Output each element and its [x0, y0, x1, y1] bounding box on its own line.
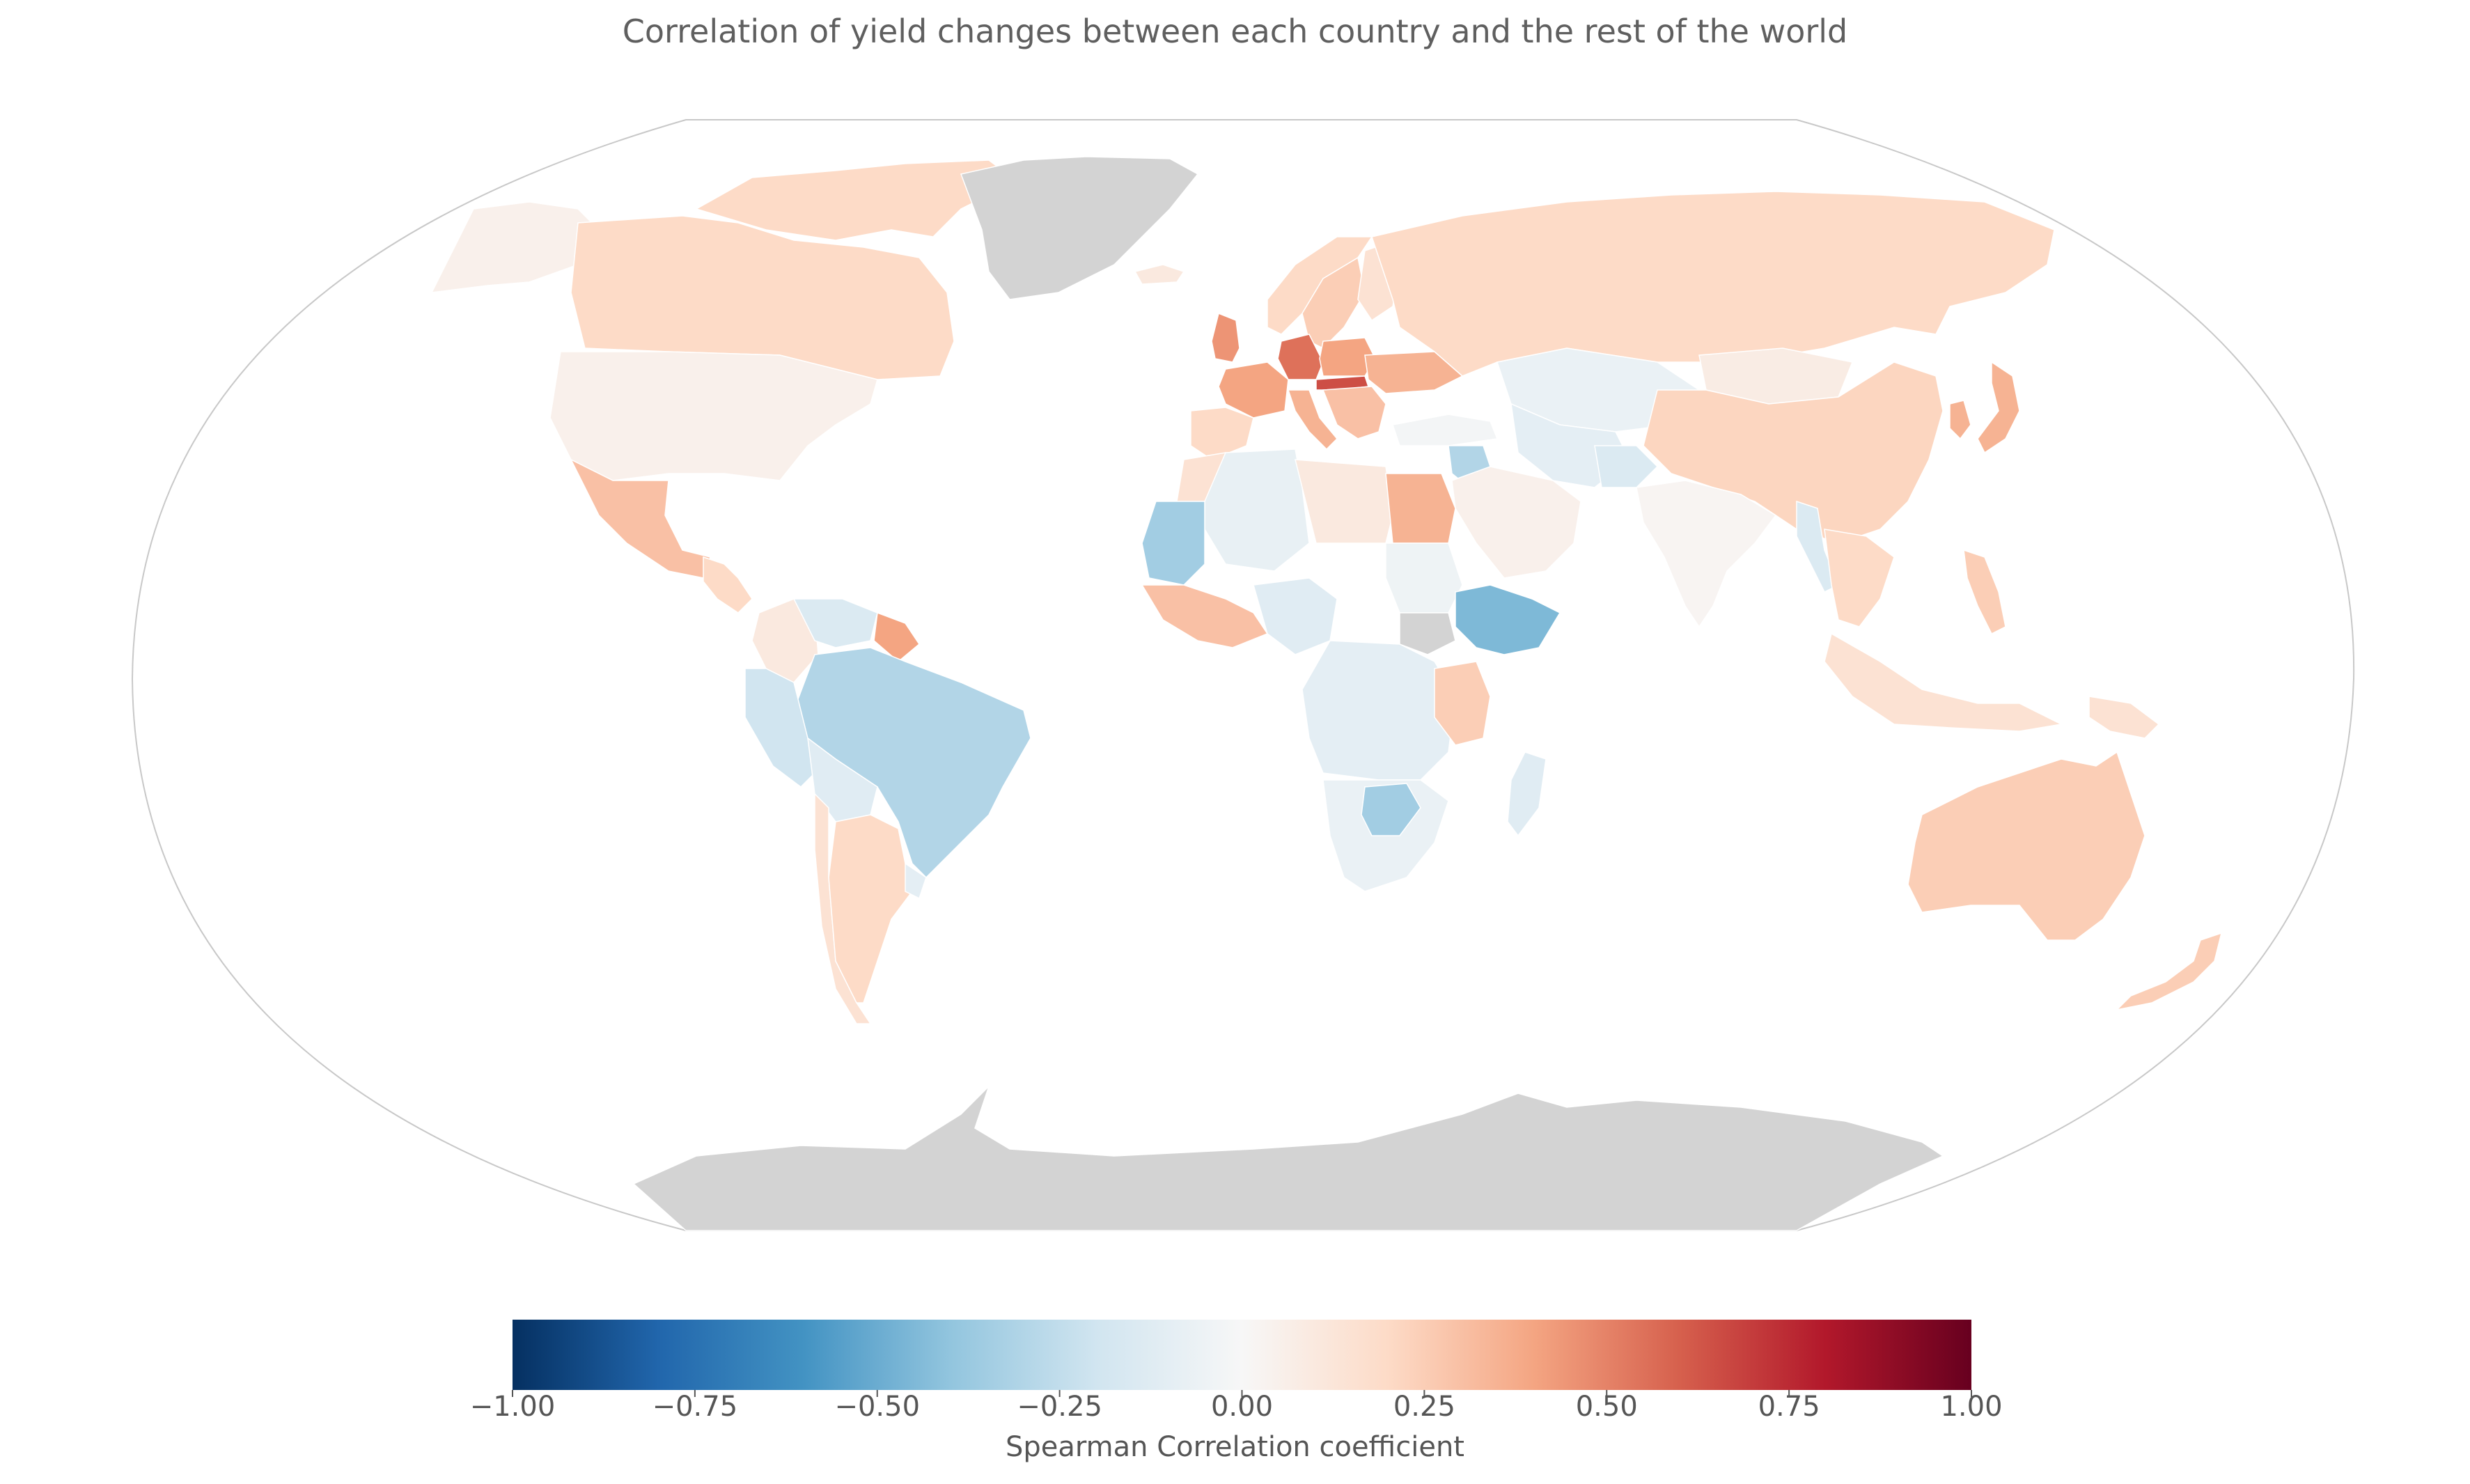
region-korea	[1949, 400, 1971, 440]
region-botswana-zimbabwe	[1361, 783, 1421, 836]
region-middle-east	[1451, 466, 1581, 579]
region-uruguay	[905, 862, 927, 900]
region-iceland	[1134, 264, 1185, 285]
map-title: Correlation of yield changes between eac…	[622, 13, 1848, 50]
region-united-states	[549, 351, 878, 481]
region-philippines	[1963, 549, 2006, 635]
region-madagascar	[1507, 751, 1547, 837]
region-central-america	[703, 556, 753, 614]
region-west-africa-coast	[1141, 584, 1269, 648]
region-nigeria	[1253, 577, 1338, 655]
region-new-zealand	[2115, 932, 2223, 1011]
region-australia	[1907, 751, 2145, 941]
region-tanzania	[1434, 661, 1491, 746]
region-algeria-sahara	[1204, 448, 1310, 572]
region-afghanistan	[1594, 445, 1659, 488]
region-turkey	[1392, 414, 1499, 446]
region-papua-new-guinea	[2088, 696, 2160, 739]
region-japan	[1977, 361, 2020, 454]
region-mexico	[570, 458, 711, 579]
region-guyana	[873, 611, 920, 662]
region-southeast-asia	[1824, 529, 1895, 627]
region-sudan	[1385, 542, 1463, 614]
region-russia	[1371, 191, 2055, 377]
region-argentina	[828, 814, 913, 1003]
region-central-africa	[1302, 640, 1456, 781]
region-china	[1643, 361, 1944, 544]
region-ethiopia	[1455, 584, 1561, 655]
region-united-kingdom	[1211, 312, 1240, 363]
region-italy	[1287, 389, 1338, 451]
region-mauritania-senegal	[1141, 501, 1205, 586]
region-chile	[814, 792, 872, 1024]
region-indonesia	[1824, 632, 2063, 732]
region-france	[1218, 361, 1289, 419]
region-balkans	[1322, 386, 1386, 439]
region-greenland	[960, 156, 1199, 300]
region-south-sudan	[1399, 612, 1456, 655]
region-libya	[1295, 459, 1393, 544]
region-india	[1636, 480, 1777, 628]
region-myanmar	[1796, 500, 1839, 593]
region-venezuela	[792, 598, 878, 648]
region-canada	[570, 215, 955, 380]
region-egypt	[1385, 473, 1456, 544]
region-iberia	[1190, 407, 1254, 460]
region-antarctica	[632, 1086, 1944, 1231]
